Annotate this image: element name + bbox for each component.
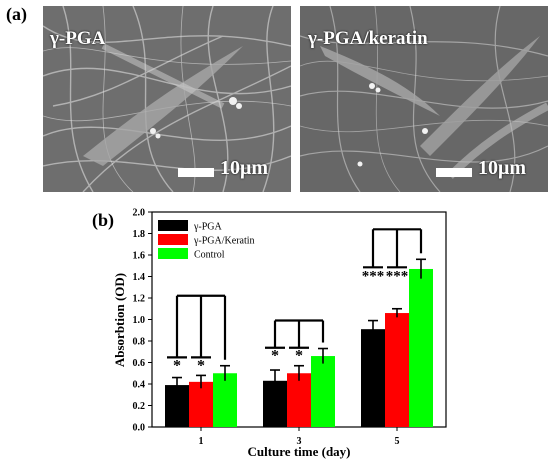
significance-mark: * — [295, 348, 303, 365]
significance-mark: * — [271, 348, 279, 365]
y-tick-label: 1.2 — [133, 294, 146, 305]
legend-swatch — [158, 248, 188, 259]
x-tick-label: 1 — [199, 436, 204, 447]
bar — [213, 373, 237, 427]
x-tick-label: 5 — [395, 436, 400, 447]
significance-mark: * — [197, 357, 205, 374]
bar — [311, 356, 335, 427]
x-axis-title: Culture time (day) — [247, 444, 350, 459]
panel-a-label: (a) — [6, 4, 27, 24]
y-tick-label: 2.0 — [133, 208, 146, 219]
y-tick-label: 1.8 — [133, 229, 146, 240]
y-tick-label: 1.0 — [133, 315, 146, 326]
sem-image-pga-scale-label: 10μm — [220, 157, 268, 179]
sem-image-pga-keratin-title: γ-PGA/keratin — [308, 28, 428, 49]
significance-mark: *** — [386, 268, 409, 284]
legend-label: γ-PGA/Keratin — [193, 236, 255, 247]
sem-image-pga-keratin-scale-label: 10μm — [478, 157, 526, 179]
y-axis-title: Absorbtion (OD) — [112, 273, 127, 367]
sem-image-pga-scale-bar — [178, 168, 214, 177]
y-tick-label: 0.6 — [133, 358, 146, 369]
significance-mark: *** — [362, 268, 385, 284]
bar — [263, 380, 287, 427]
x-tick-label: 3 — [297, 436, 302, 447]
bar — [385, 313, 409, 427]
significance-mark: * — [173, 357, 181, 374]
y-tick-label: 1.6 — [133, 251, 146, 262]
y-tick-label: 0.8 — [133, 337, 146, 348]
legend-label: γ-PGA — [193, 222, 223, 233]
sem-image-pga-keratin — [300, 6, 548, 192]
y-tick-label: 0.4 — [133, 380, 146, 391]
bar — [361, 329, 385, 427]
plot-frame — [151, 211, 447, 428]
sem-image-pga-keratin-scale-bar — [436, 168, 472, 177]
y-tick-label: 0.0 — [133, 423, 146, 434]
legend-label: Control — [194, 250, 225, 261]
bar — [409, 268, 433, 427]
y-tick-label: 1.4 — [133, 272, 146, 283]
bar — [165, 385, 189, 427]
sem-image-pga-title: γ-PGA — [50, 28, 106, 49]
panel-b-label: (b) — [92, 210, 114, 230]
bar — [189, 381, 213, 427]
sem-image-pga — [43, 6, 291, 192]
y-tick-label: 0.2 — [133, 401, 146, 412]
bar — [287, 373, 311, 427]
legend-swatch — [158, 234, 188, 245]
legend-swatch — [158, 220, 188, 231]
